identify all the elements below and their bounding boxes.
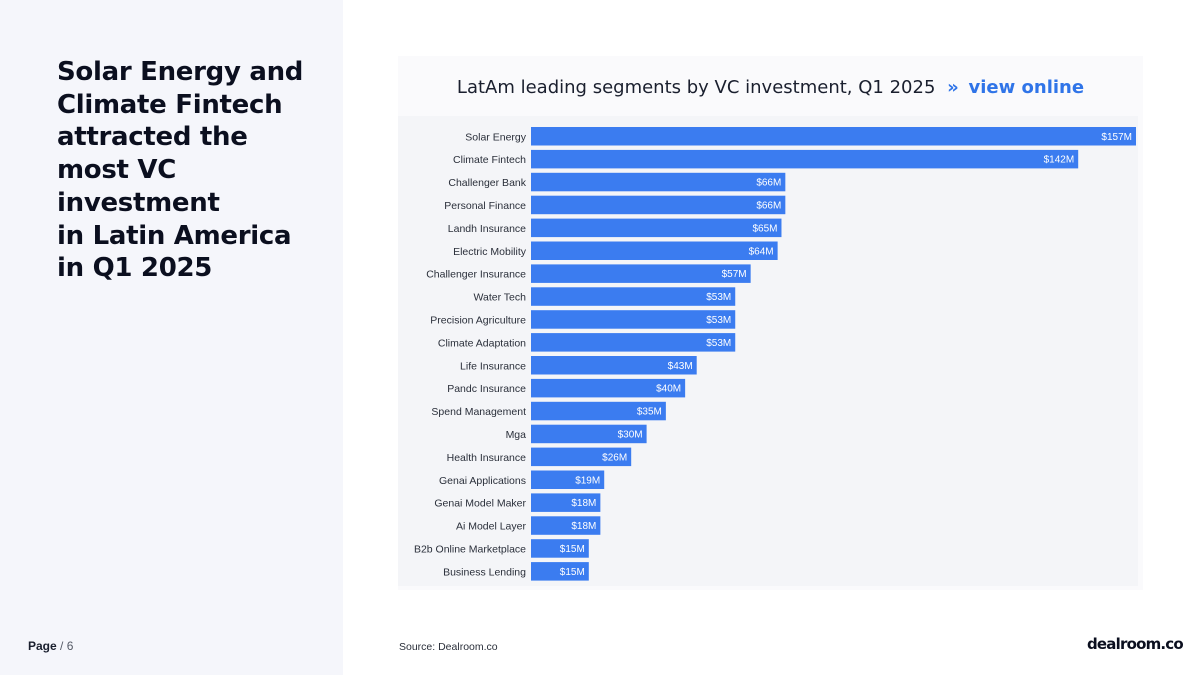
- page-indicator: Page / 6: [28, 639, 73, 653]
- chart-title: LatAm leading segments by VC investment,…: [398, 77, 1143, 98]
- view-online-link[interactable]: view online: [968, 77, 1085, 98]
- plot-area: [398, 116, 1138, 586]
- page-number: 6: [66, 639, 74, 653]
- link-arrow-icon[interactable]: »: [947, 77, 959, 98]
- page-label: Page: [28, 639, 57, 653]
- page-headline: Solar Energy and Climate Fintech attract…: [57, 57, 304, 284]
- page-separator: /: [56, 639, 67, 653]
- left-panel: Solar Energy and Climate Fintech attract…: [0, 0, 343, 675]
- source-note: Source: Dealroom.co: [399, 641, 498, 653]
- chart-title-text: LatAm leading segments by VC investment,…: [456, 77, 936, 98]
- dealroom-logo: dealroom.co: [1087, 635, 1184, 653]
